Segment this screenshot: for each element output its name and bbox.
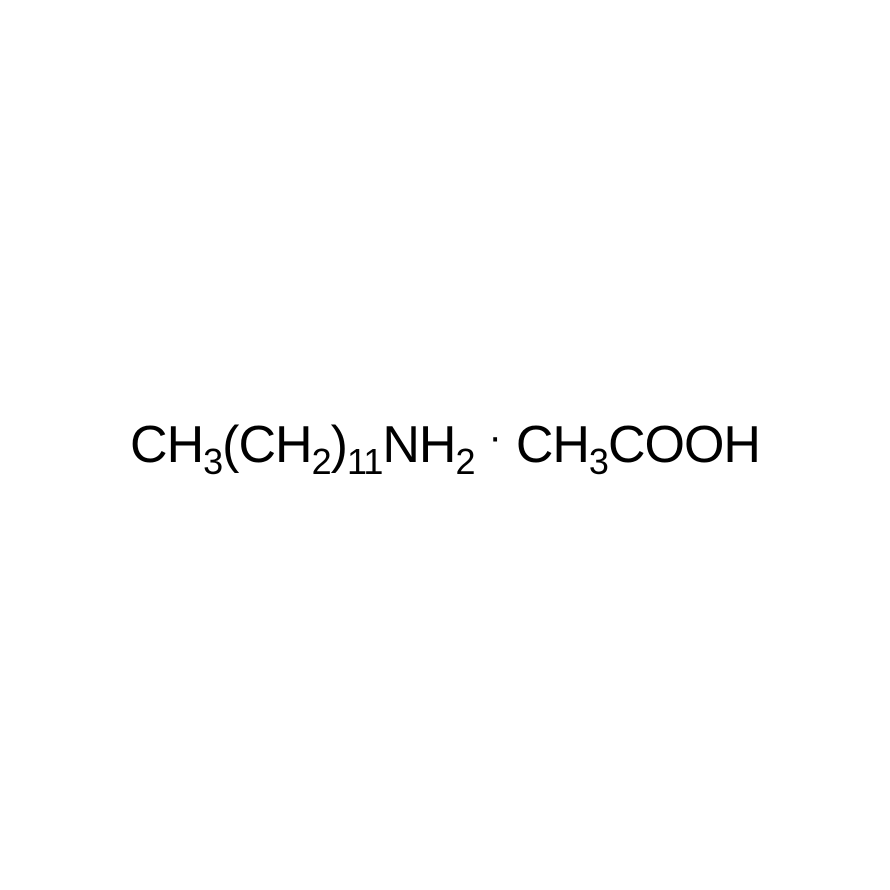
- right-component: CH 3 COOH: [516, 419, 760, 471]
- sub-3-right: 3: [589, 444, 608, 480]
- cooh-text: COOH: [608, 419, 760, 471]
- sub-2: 2: [312, 444, 331, 480]
- sub-2-nh: 2: [455, 444, 474, 480]
- sub-3: 3: [203, 444, 222, 480]
- ch-text: CH: [130, 419, 203, 471]
- open-paren: (: [222, 415, 238, 475]
- sub-11: 11: [347, 444, 382, 480]
- ch-text-2: CH: [239, 419, 312, 471]
- chemical-formula: CH 3 ( CH 2 ) 11 NH 2 · CH 3 COOH: [130, 415, 760, 475]
- close-paren: ): [331, 415, 347, 475]
- left-component: CH 3 ( CH 2 ) 11 NH 2: [130, 415, 474, 475]
- separator-dot: ·: [488, 415, 501, 460]
- ch-text-3: CH: [516, 419, 589, 471]
- nh-text: NH: [382, 419, 455, 471]
